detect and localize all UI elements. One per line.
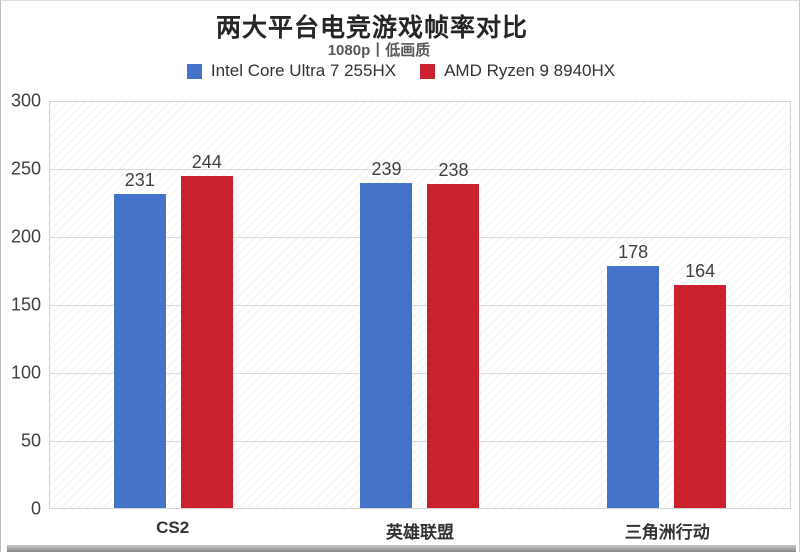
legend-label: AMD Ryzen 9 8940HX <box>444 61 616 80</box>
bar-column: 178 <box>607 241 660 508</box>
y-axis-tick-label: 250 <box>10 158 41 179</box>
bar-column: 239 <box>360 158 413 508</box>
legend-item-0: Intel Core Ultra 7 255HX <box>186 61 397 81</box>
y-axis-tick-label: 0 <box>30 498 41 519</box>
plot-area: 231 244 239 238 178 164 <box>49 101 791 509</box>
x-axis-tick-label: 三角洲行动 <box>624 523 710 542</box>
bar <box>113 193 166 508</box>
bar-value-label: 164 <box>685 260 716 281</box>
gridline <box>50 373 790 374</box>
gridline <box>50 305 790 306</box>
bar <box>607 265 660 508</box>
legend-item-1: AMD Ryzen 9 8940HX <box>420 61 615 81</box>
bar-group: 231 244 <box>50 102 297 508</box>
bar-value-label: 231 <box>124 169 155 190</box>
y-axis-tick-label: 200 <box>10 226 41 247</box>
bar-group: 178 164 <box>543 102 790 508</box>
x-axis-tick-label: 英雄联盟 <box>385 523 454 542</box>
chart-subtitle: 1080p丨低画质 <box>327 42 431 59</box>
bar-column: 231 <box>113 169 166 508</box>
bar-column: 244 <box>180 152 233 508</box>
legend-label: Intel Core Ultra 7 255HX <box>210 61 397 80</box>
x-axis: CS2 英雄联盟 三角洲行动 <box>49 518 791 542</box>
legend: Intel Core Ultra 7 255HX AMD Ryzen 9 8940… <box>1 61 799 81</box>
bar-column: 164 <box>674 260 727 508</box>
gridline <box>50 169 790 170</box>
bar-group: 239 238 <box>297 102 544 508</box>
y-axis-tick-label: 100 <box>10 362 41 383</box>
bar <box>674 284 727 508</box>
y-axis-tick-label: 300 <box>10 90 41 111</box>
bar <box>180 176 233 508</box>
y-axis-tick-label: 150 <box>10 294 41 315</box>
gridline <box>50 237 790 238</box>
bottom-shadow <box>7 545 796 552</box>
chart-title: 两大平台电竞游戏帧率对比 <box>215 14 528 42</box>
legend-swatch-icon <box>186 63 202 79</box>
bar-value-label: 178 <box>618 241 649 262</box>
y-axis: 0 50 100 150 200 250 300 <box>1 91 41 519</box>
legend-swatch-icon <box>420 63 436 79</box>
y-axis-tick-label: 50 <box>20 430 41 451</box>
bar-value-label: 244 <box>191 152 222 173</box>
bar <box>427 184 480 508</box>
bar <box>360 182 413 508</box>
gridline <box>50 441 790 442</box>
bar-value-label: 239 <box>371 158 402 179</box>
bar-column: 238 <box>427 160 480 508</box>
x-axis-tick-label: CS2 <box>156 518 190 537</box>
bar-value-label: 238 <box>438 160 469 181</box>
